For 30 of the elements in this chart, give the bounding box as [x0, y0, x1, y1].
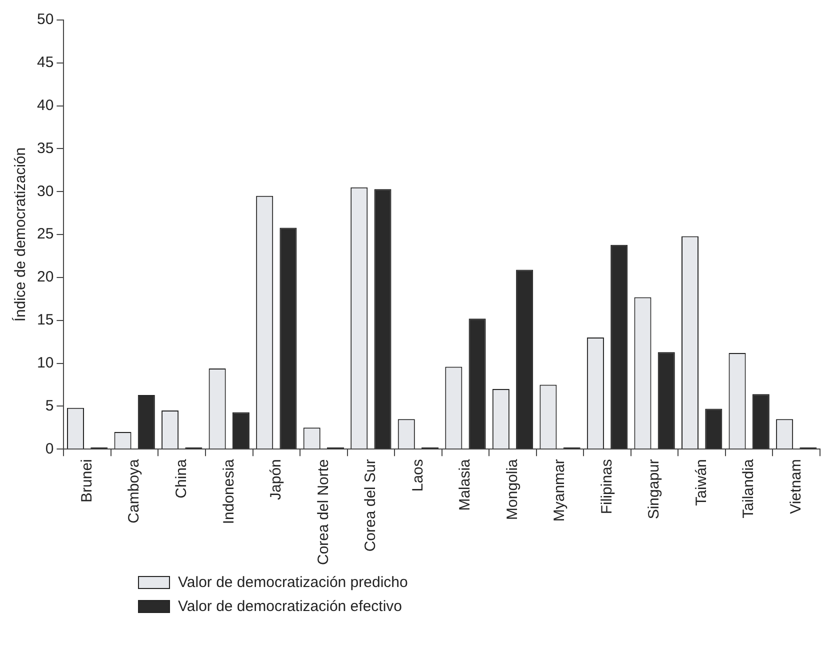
x-tick-label: Filipinas [598, 459, 616, 514]
y-tick-label: 20 [36, 268, 54, 286]
y-tick-label: 5 [45, 397, 54, 414]
legend-label: Valor de democratización efectivo [178, 598, 402, 614]
y-tick-label: 15 [36, 312, 54, 329]
x-tick-label: Corea del Norte [314, 459, 332, 566]
y-tick-label: 30 [36, 182, 54, 200]
x-tick-label: Indonesia [220, 458, 238, 524]
x-tick-label: Malasia [456, 458, 474, 511]
x-tick-label: Myanmar [551, 459, 568, 522]
x-tick-label: Camboya [126, 458, 143, 524]
x-tick-label: Corea del Sur [362, 459, 380, 552]
x-tick-label: Mongolia [504, 458, 521, 520]
x-tick-label: China [173, 458, 190, 498]
legend-label: Valor de democratización predicho [178, 574, 408, 590]
y-tick-label: 0 [45, 440, 54, 458]
y-axis-title: Índice de democratización [11, 147, 30, 322]
x-tick-label: Taiwán [692, 459, 710, 506]
y-tick-label: 10 [36, 354, 54, 372]
y-tick-label: 45 [36, 54, 54, 72]
x-tick-label: Singapur [646, 459, 663, 520]
x-tick-label: Laos [409, 459, 426, 492]
x-tick-label: Vietnam [788, 459, 805, 514]
x-tick-label: Tailandia [740, 458, 758, 518]
y-tick-label: 40 [36, 96, 54, 114]
y-tick-label: 35 [36, 140, 54, 157]
x-tick-label: Japón [268, 459, 285, 500]
y-tick-label: 25 [36, 226, 54, 243]
x-tick-label: Brunei [78, 459, 96, 502]
y-tick-label: 50 [36, 11, 54, 28]
